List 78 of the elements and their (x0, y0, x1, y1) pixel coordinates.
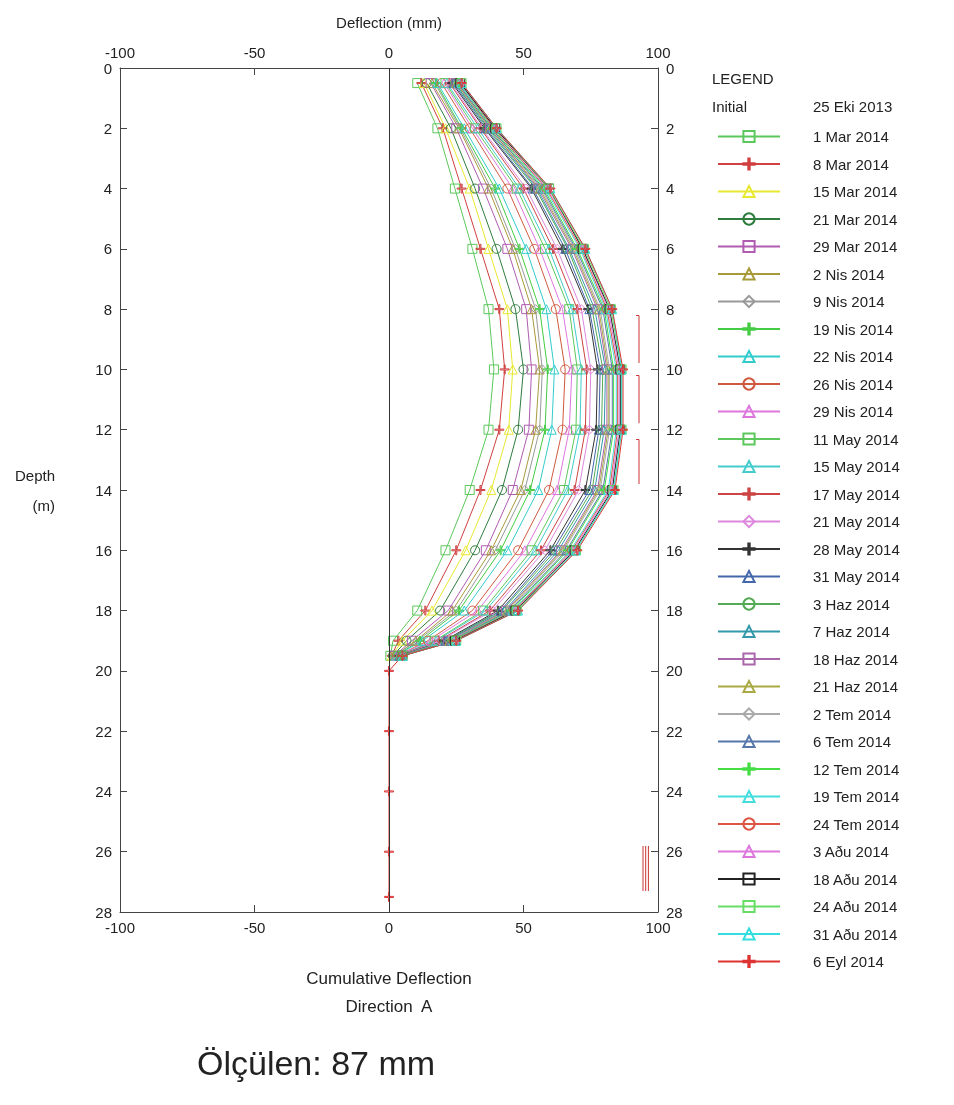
legend-label: 22 Nis 2014 (813, 348, 894, 365)
legend-label: 6 Eyl 2014 (813, 953, 884, 970)
x-tick-label: 0 (384, 919, 394, 936)
y-tick-label: 24 (95, 782, 112, 800)
legend-label: 11 May 2014 (813, 430, 899, 448)
x2-tick-label: 100 (645, 44, 671, 61)
y-tick-label: 12 (95, 421, 112, 439)
legend-label: 24 Aðu 2014 (813, 898, 898, 915)
legend-label: 29 Nis 2014 (813, 403, 894, 420)
y2-tick-label: 28 (666, 903, 683, 921)
text: 25 Eki 2013 (813, 98, 893, 115)
text: Ölçülen: 87 mm (197, 1044, 436, 1082)
legend-label: 31 May 2014 (813, 568, 900, 585)
x-tick-label: 50 (515, 919, 532, 936)
y-tick-label: 20 (95, 662, 112, 680)
y2-tick-label: 0 (666, 59, 675, 77)
x2-axis-title: Deflection (mm) (336, 14, 442, 31)
legend-label: 18 Aðu 2014 (813, 870, 898, 888)
legend-label: 17 May 2014 (813, 485, 900, 503)
x2-tick-label: 0 (384, 44, 394, 61)
x2-tick-label: -100 (104, 44, 136, 61)
legend-label: 19 Nis 2014 (813, 320, 894, 338)
legend-label: 2 Nis 2014 (813, 265, 885, 283)
y2-tick-label: 2 (666, 119, 675, 137)
legend-label: 6 Tem 2014 (813, 733, 892, 750)
legend-label: 7 Haz 2014 (813, 623, 890, 640)
y2-tick-label: 6 (666, 240, 675, 258)
legend-label: 1 Mar 2014 (813, 128, 889, 145)
y-tick-label: 16 (95, 541, 112, 559)
legend-title: LEGEND (712, 70, 774, 87)
y-tick-label: 10 (95, 360, 112, 378)
legend-label: 21 May 2014 (813, 513, 900, 530)
y2-tick-label: 18 (666, 602, 683, 620)
legend-label: 3 Aðu 2014 (813, 843, 889, 860)
y2-tick-label: 14 (666, 481, 683, 499)
x-tick-label: -100 (104, 919, 136, 936)
legend-label: 2 Tem 2014 (813, 705, 892, 723)
y2-tick-label: 4 (666, 180, 675, 198)
y-tick-label: 28 (95, 903, 112, 921)
y-tick-label: 8 (103, 300, 112, 318)
y2-tick-label: 8 (666, 300, 675, 318)
y2-tick-label: 20 (666, 662, 683, 680)
y-tick-label: 0 (103, 59, 112, 77)
legend-label: 18 Haz 2014 (813, 650, 899, 668)
x2-tick-label: -50 (243, 44, 266, 61)
y-tick-label: 6 (103, 240, 112, 258)
y-tick-label: 4 (103, 180, 112, 198)
legend-label: 24 Tem 2014 (813, 815, 900, 833)
y-tick-label: 22 (95, 722, 112, 740)
x-tick-label: 100 (645, 919, 671, 936)
x-tick-label: -50 (243, 919, 266, 936)
y-tick-label: 14 (95, 481, 112, 499)
y2-tick-label: 22 (666, 722, 683, 740)
y-axis-title: Depth (m) (14, 466, 55, 514)
y-tick-label: 2 (103, 119, 112, 137)
legend-label: 28 May 2014 (813, 540, 900, 558)
legend-label: 21 Mar 2014 (813, 210, 898, 228)
legend-label: 21 Haz 2014 (813, 678, 899, 695)
y-tick-label: 26 (95, 843, 112, 861)
legend-label: 19 Tem 2014 (813, 788, 900, 805)
text: Initial (712, 98, 748, 115)
y2-tick-label: 12 (666, 421, 683, 439)
legend-label: 26 Nis 2014 (813, 375, 894, 393)
y2-tick-label: 10 (666, 360, 683, 378)
legend-label: 9 Nis 2014 (813, 293, 885, 310)
legend-label: 12 Tem 2014 (813, 760, 900, 778)
legend-label: 8 Mar 2014 (813, 155, 889, 173)
y2-tick-label: 26 (666, 843, 683, 861)
legend-label: 29 Mar 2014 (813, 238, 898, 255)
legend-label: 31 Aðu 2014 (813, 925, 898, 943)
legend-label: 15 May 2014 (813, 458, 900, 475)
y-tick-label: 18 (95, 602, 112, 620)
x2-tick-label: 50 (515, 44, 532, 61)
legend-label: 15 Mar 2014 (813, 183, 898, 200)
y2-tick-label: 16 (666, 541, 683, 559)
x-axis-title: Cumulative Deflection Direction A (306, 968, 472, 1016)
legend-label: 3 Haz 2014 (813, 595, 890, 613)
y2-tick-label: 24 (666, 782, 683, 800)
